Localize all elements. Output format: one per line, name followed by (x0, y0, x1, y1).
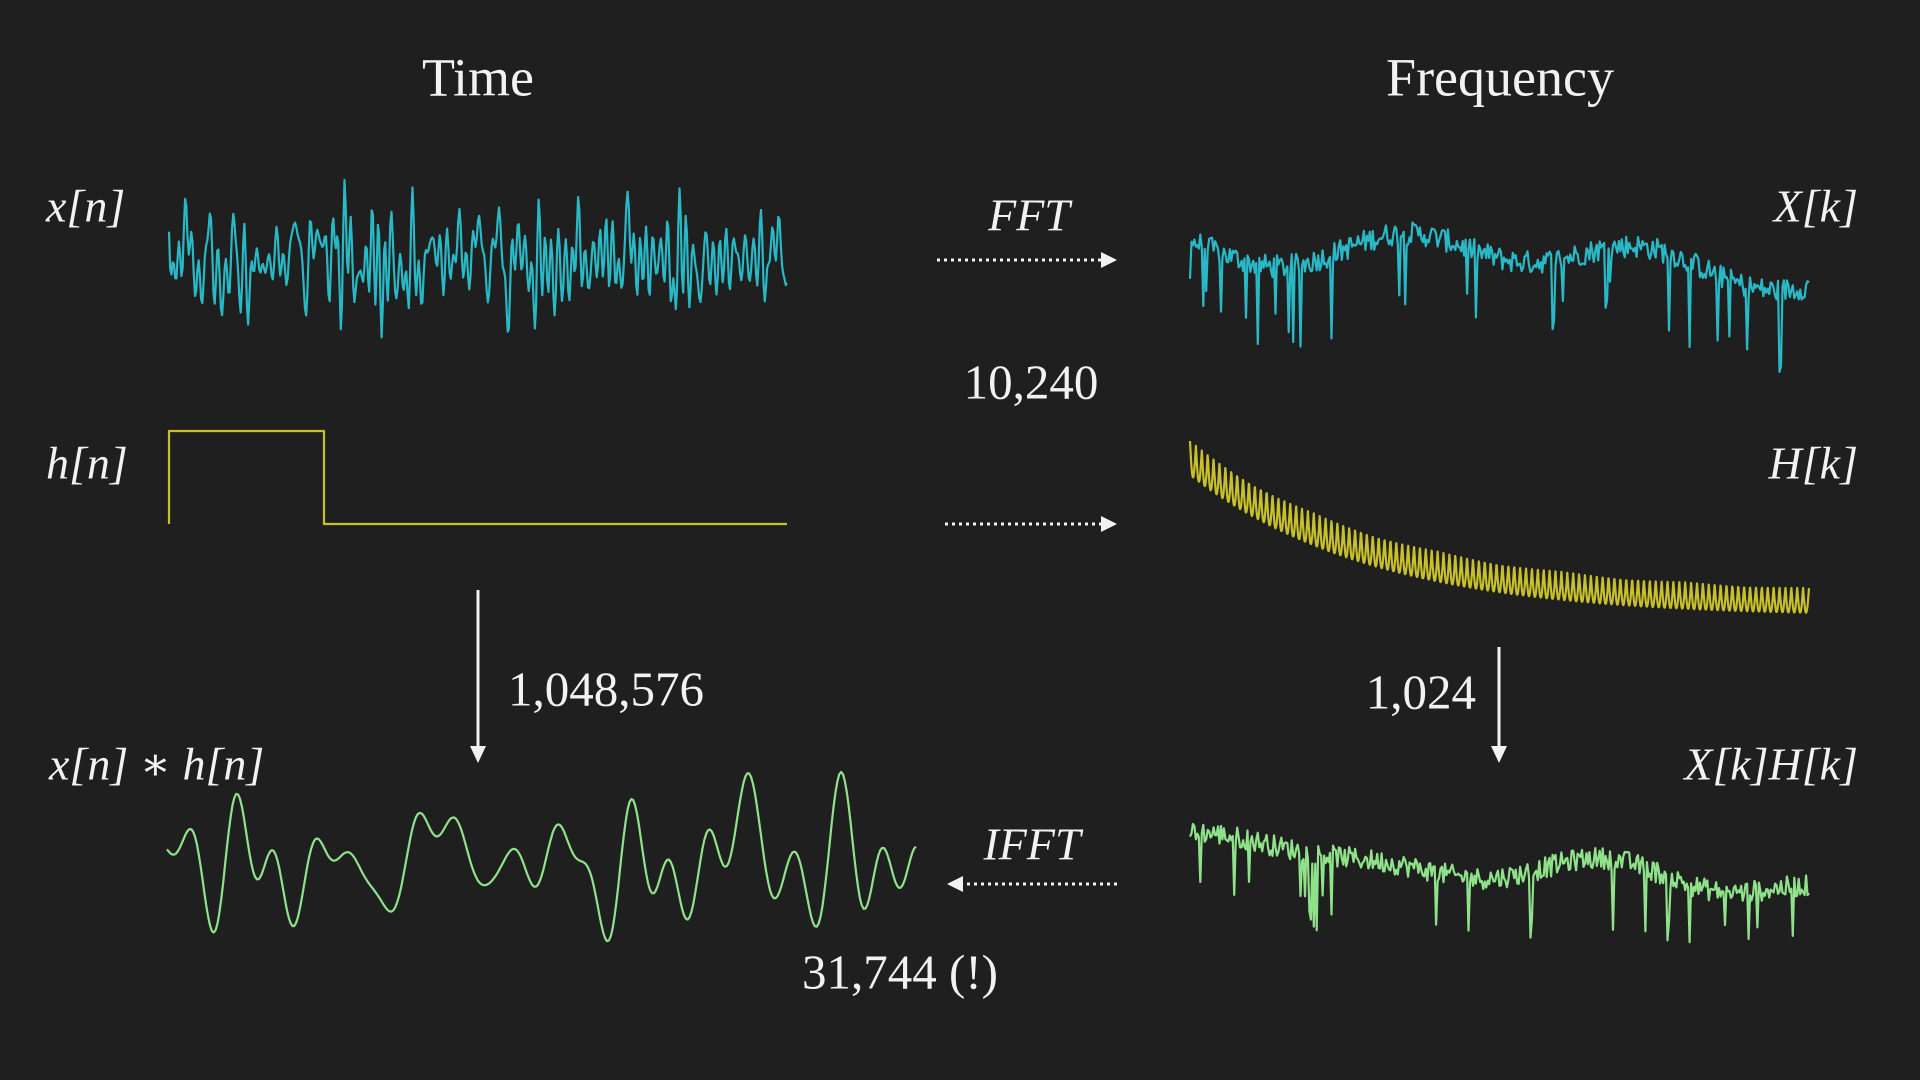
arrow-head (1101, 252, 1117, 268)
waveforms (166, 178, 1811, 944)
signal-label: h[n] (46, 438, 128, 489)
cost-label: 1,024 (1366, 664, 1476, 719)
spectrum-label: X[k]H[k] (1682, 739, 1858, 790)
filter-spectrum (1188, 440, 1811, 614)
box-filter (167, 429, 787, 526)
time-heading: Time (422, 47, 534, 107)
fft-label: FFT (987, 190, 1073, 241)
arrow-head (947, 876, 963, 892)
arrow-head (1101, 516, 1117, 532)
arrow-head (470, 746, 486, 763)
arrows (470, 252, 1507, 892)
output-signal (166, 770, 917, 943)
signal-label: x[n] (45, 181, 125, 232)
time-signal (167, 178, 788, 339)
output-spectrum (1188, 822, 1810, 944)
ifft-label: IFFT (982, 819, 1084, 870)
frequency-heading: Frequency (1386, 47, 1614, 107)
signal-label: x[n] ∗ h[n] (48, 739, 264, 790)
spectrum-label: X[k] (1772, 181, 1858, 232)
cost-label: 10,240 (964, 354, 1099, 409)
cost-label: 31,744 (!) (802, 944, 998, 999)
arrow-head (1491, 746, 1507, 763)
input-spectrum (1188, 221, 1810, 373)
spectrum-label: H[k] (1768, 438, 1858, 489)
cost-label: 1,048,576 (508, 661, 704, 716)
